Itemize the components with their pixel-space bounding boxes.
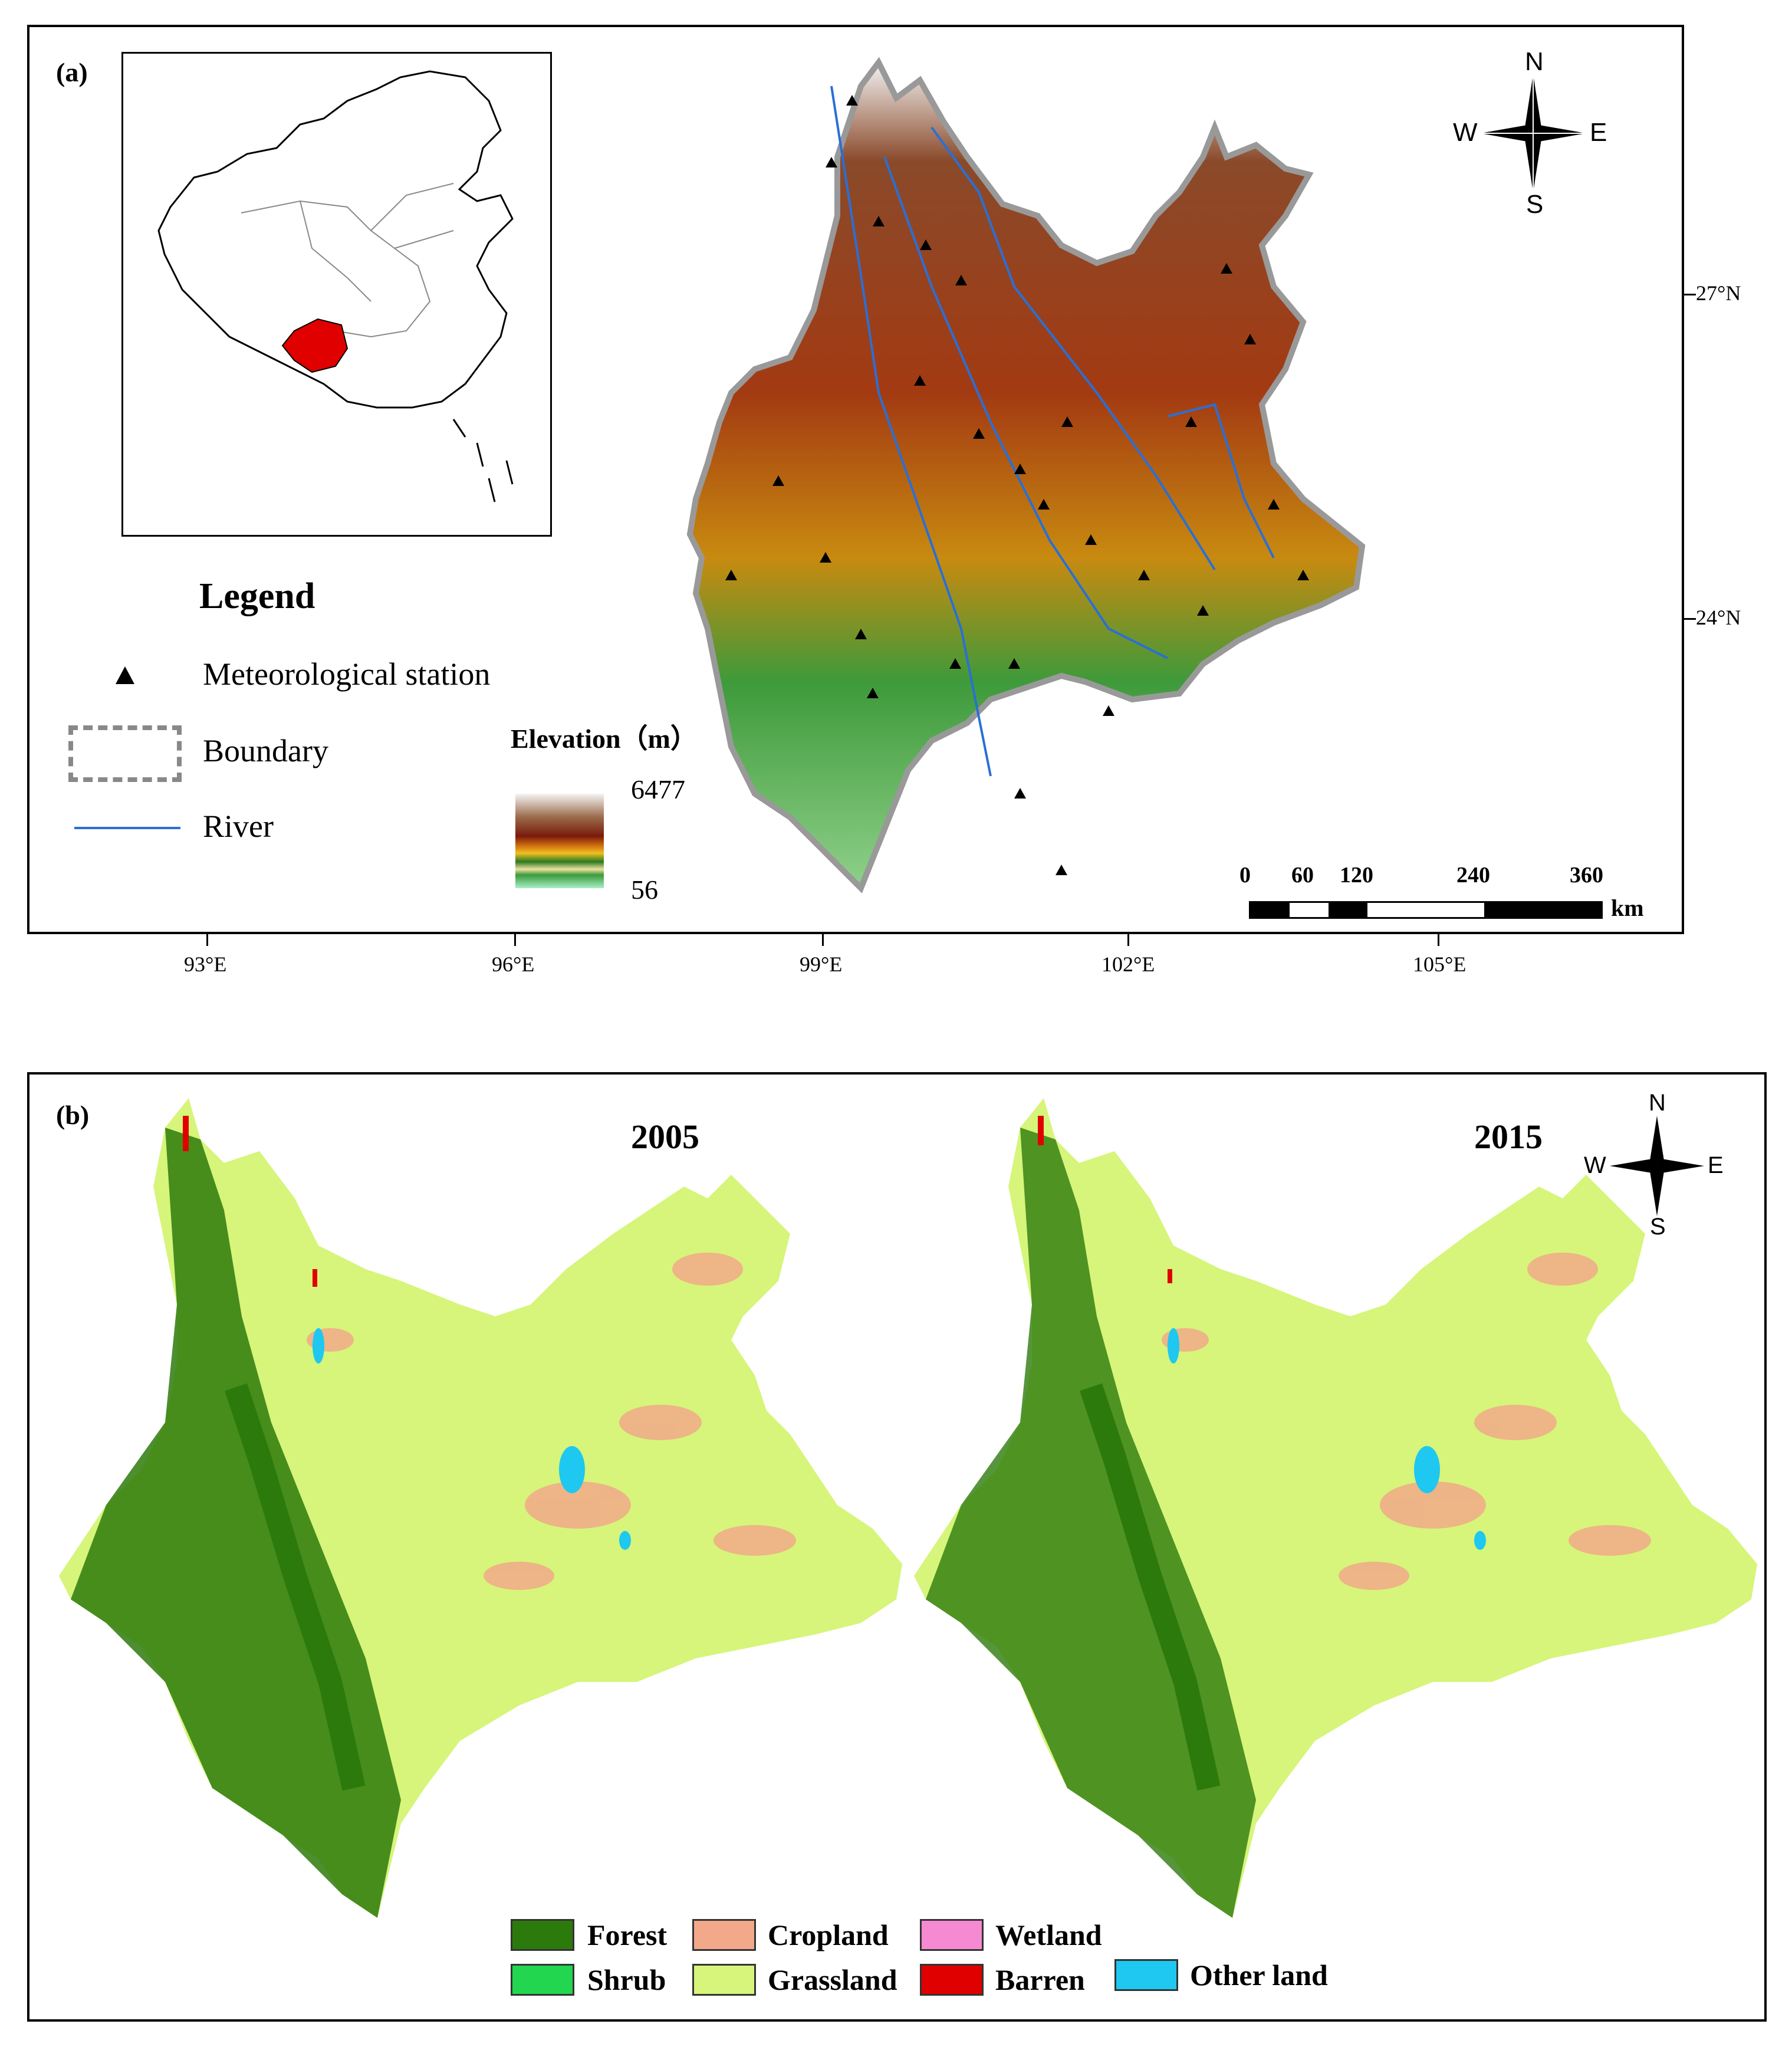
legend-label-barren: Barren: [995, 1963, 1085, 1996]
legend-label-shrub: Shrub: [587, 1963, 666, 1996]
scale-bar: [1249, 901, 1603, 919]
river-legend-label: River: [203, 809, 274, 844]
elevation-min-label: 56: [631, 875, 658, 905]
station-markers: [725, 95, 1309, 875]
china-outline: [157, 70, 514, 502]
compass-e: E: [1590, 118, 1607, 147]
legend-label-other-land: Other land: [1190, 1959, 1328, 1992]
landuse-map-2005: [47, 1092, 920, 1930]
scale-unit: km: [1611, 895, 1644, 921]
legend-swatch-cropland: [692, 1919, 756, 1951]
legend-label-forest: Forest: [587, 1918, 668, 1951]
legend-swatch-shrub: [511, 1964, 574, 1996]
compass-s: S: [1526, 190, 1544, 219]
river-legend-line: [74, 827, 180, 829]
panel-a-label: (a): [56, 57, 88, 87]
scale-tick-360: 360: [1570, 863, 1603, 888]
legend-label-grassland: Grassland: [768, 1963, 897, 1996]
elevation-max-label: 6477: [631, 774, 685, 804]
lon-label-93: 93°E: [184, 952, 227, 976]
lat-label-24: 24°N: [1696, 606, 1741, 629]
lat-label-27: 27°N: [1696, 281, 1741, 305]
china-inset-map: [121, 52, 552, 537]
elevation-map: [684, 39, 1592, 894]
compass-b-s: S: [1650, 1214, 1666, 1240]
lon-label-99: 99°E: [800, 952, 843, 976]
legend-swatch-other-land: [1114, 1959, 1178, 1991]
compass-b-e: E: [1708, 1152, 1724, 1178]
scale-tick-120: 120: [1340, 863, 1373, 888]
lat-tick-mark-24: [1684, 618, 1696, 620]
panel-a: (a): [27, 25, 1696, 934]
compass-rose-b: N S W E: [1584, 1090, 1728, 1240]
elevation-legend-title: Elevation（m）: [511, 724, 698, 754]
station-legend-label: Meteorological station: [203, 656, 491, 692]
legend-title: Legend: [199, 576, 315, 616]
compass-n: N: [1525, 47, 1544, 76]
elevation-colorbar: [515, 794, 604, 888]
lon-label-105: 105°E: [1413, 952, 1467, 976]
panel-b-label: (b): [56, 1100, 90, 1130]
compass-rose: N S W E: [1453, 47, 1610, 219]
legend-swatch-forest: [511, 1919, 574, 1951]
compass-w: W: [1453, 118, 1478, 147]
year-2015-label: 2015: [1474, 1118, 1543, 1156]
landuse-map-2015: [902, 1092, 1775, 1930]
river-line: [830, 86, 992, 777]
legend-swatch-barren: [920, 1964, 984, 1996]
legend-swatch-wetland: [920, 1919, 984, 1951]
year-2005-label: 2005: [631, 1118, 699, 1156]
scale-tick-0: 0: [1239, 863, 1251, 888]
scale-tick-240: 240: [1456, 863, 1490, 888]
legend-swatch-grassland: [692, 1964, 756, 1996]
compass-b-w: W: [1584, 1152, 1606, 1178]
inset-highlight-region: [281, 318, 348, 373]
boundary-legend-label: Boundary: [203, 733, 328, 768]
compass-b-n: N: [1649, 1090, 1666, 1116]
legend-label-cropland: Cropland: [768, 1918, 889, 1951]
legend-label-wetland: Wetland: [995, 1918, 1102, 1951]
yunnan-outline: [686, 57, 1366, 893]
lon-label-96: 96°E: [492, 952, 535, 976]
boundary-legend-swatch: [68, 725, 182, 782]
lon-label-102: 102°E: [1101, 952, 1155, 976]
lat-tick-mark-27: [1684, 294, 1696, 295]
panel-b: (b) 2005 2015: [27, 1072, 1767, 2022]
scale-tick-60: 60: [1291, 863, 1314, 888]
